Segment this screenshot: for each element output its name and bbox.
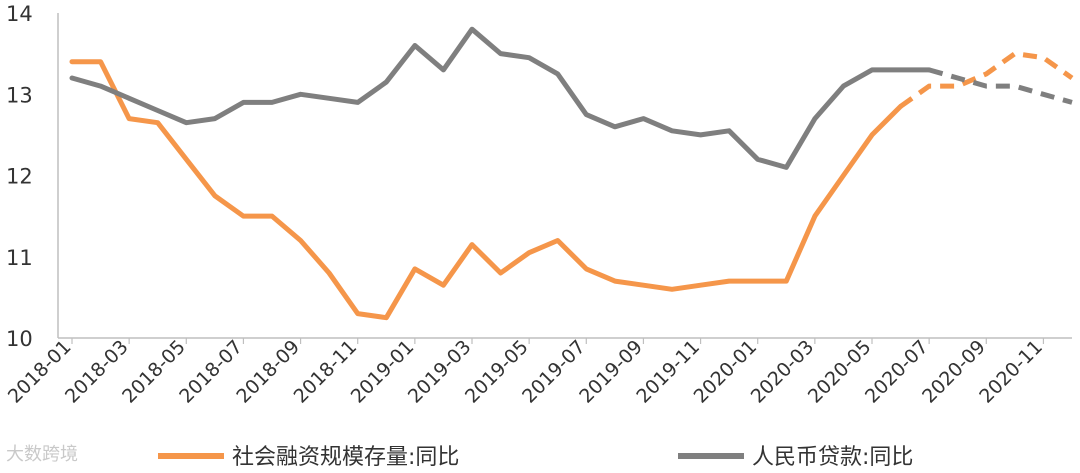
watermark-text: 大数跨境 (6, 444, 78, 465)
y-tick-label: 12 (6, 165, 33, 189)
y-tick-label: 13 (6, 83, 33, 107)
axes (57, 13, 1072, 339)
legend-label: 社会融资规模存量:同比 (232, 445, 459, 470)
series-line-1-actual (69, 59, 904, 321)
legend: 社会融资规模存量:同比 人民币贷款:同比 (158, 445, 913, 470)
series-line-2-forecast (928, 67, 1073, 105)
series-lines (69, 26, 1074, 321)
y-tick-label: 11 (6, 246, 33, 270)
series-line-1-forecast (899, 51, 1074, 109)
legend-label: 人民币贷款:同比 (752, 445, 913, 470)
x-axis-ticks: 2018-012018-032018-052018-072018-092018-… (4, 336, 1047, 408)
y-tick-label: 14 (6, 2, 33, 26)
x-tick-label: 2020-11 (975, 336, 1047, 408)
y-axis-ticks: 10 11 12 13 14 (6, 2, 33, 351)
series-line-2-actual (69, 26, 932, 170)
y-tick-label: 10 (6, 327, 33, 351)
